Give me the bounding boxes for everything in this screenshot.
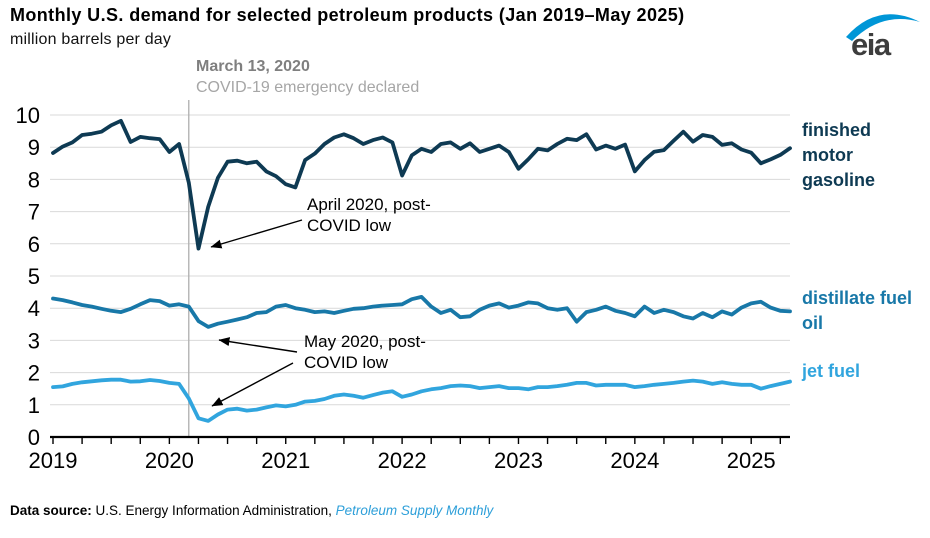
series-line-distillate-fuel-oil <box>51 294 792 329</box>
y-tick-label: 9 <box>28 135 40 160</box>
y-tick-label: 8 <box>28 167 40 192</box>
y-tick-label: 10 <box>16 103 40 128</box>
annotation-april-low: April 2020, post-COVID low <box>307 195 431 235</box>
eia-logo: eia <box>840 8 924 62</box>
y-tick-label: 6 <box>28 232 40 257</box>
data-source-text: U.S. Energy Information Administration, <box>95 503 336 518</box>
x-tick-label: 2022 <box>378 448 427 473</box>
y-tick-label: 1 <box>28 393 40 418</box>
x-tick-label: 2025 <box>727 448 776 473</box>
series-label-distillate: distillate fuel oil <box>802 288 913 333</box>
chart-subtitle: million barrels per day <box>10 31 172 48</box>
y-tick-label: 7 <box>28 200 40 225</box>
series-label-jet-fuel: jet fuel <box>802 361 861 381</box>
event-line-description: COVID-19 emergency declared <box>196 79 420 96</box>
annotation-arrow <box>210 219 303 249</box>
data-source-link[interactable]: Petroleum Supply Monthly <box>335 503 494 518</box>
data-source-label: Data source: <box>10 503 96 518</box>
x-tick-label: 2019 <box>29 448 78 473</box>
logo-swoosh-icon <box>846 14 920 41</box>
y-tick-label: 0 <box>28 425 40 450</box>
y-tick-label: 4 <box>28 296 40 321</box>
footer: Data source: U.S. Energy Information Adm… <box>10 503 493 518</box>
annotation-arrow <box>218 337 298 353</box>
x-tick-label: 2021 <box>261 448 310 473</box>
series-line-finished-motor-gasoline <box>51 118 792 251</box>
event-line-annotation: March 13, 2020 COVID-19 emergency declar… <box>196 56 419 98</box>
logo-text: eia <box>851 27 892 60</box>
x-tick-label: 2024 <box>610 448 659 473</box>
series-label-gasoline: finished motor gasoline <box>802 120 876 190</box>
annotation-may-low: May 2020, post-COVID low <box>304 332 426 372</box>
y-tick-label: 3 <box>28 328 40 353</box>
x-tick-label: 2020 <box>145 448 194 473</box>
event-line-date: March 13, 2020 <box>196 58 310 75</box>
annotation-arrow <box>211 362 294 407</box>
chart-title: Monthly U.S. demand for selected petrole… <box>10 5 685 25</box>
y-tick-label: 5 <box>28 264 40 289</box>
x-tick-label: 2023 <box>494 448 543 473</box>
y-tick-label: 2 <box>28 361 40 386</box>
series-line-jet-fuel <box>51 377 792 423</box>
